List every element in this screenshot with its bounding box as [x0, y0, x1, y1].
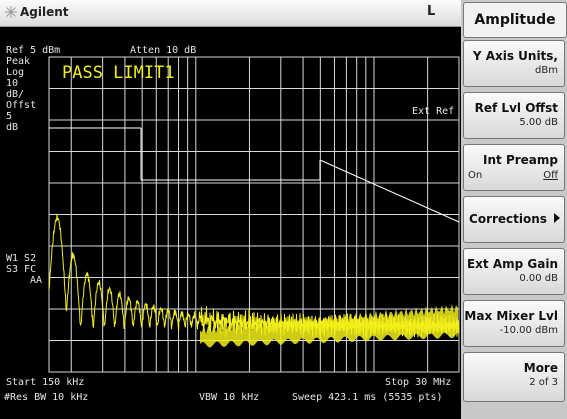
- trace-mode-label-3: AA: [30, 275, 43, 286]
- int-preamp-off: Off: [543, 170, 558, 181]
- ext-amp-gain-button[interactable]: Ext Amp Gain 0.00 dB: [463, 248, 565, 295]
- scale-value: 10: [6, 78, 19, 89]
- noise-floor-band: [200, 304, 458, 348]
- y-axis-units-label: Y Axis Units,: [472, 49, 558, 63]
- menu-title: Amplitude: [463, 2, 567, 38]
- stop-frequency: Stop 30 MHz: [385, 377, 452, 388]
- limit-line: [49, 127, 460, 223]
- trace-mode-label-1: W1 S2: [6, 253, 37, 264]
- mode-indicator: L: [427, 4, 436, 19]
- limit-line-segment: [319, 159, 460, 223]
- max-mixer-lvl-button[interactable]: Max Mixer Lvl -10.00 dBm: [463, 300, 565, 347]
- corrections-button[interactable]: Corrections: [463, 196, 565, 243]
- offset-value: 5: [6, 111, 13, 122]
- ref-lvl-offst-value: 5.00 dB: [519, 117, 558, 128]
- spectrum-display: [48, 56, 460, 373]
- title-bar: Agilent L: [0, 0, 461, 27]
- more-button[interactable]: More 2 of 3: [463, 352, 565, 402]
- res-bw-label: #Res BW 10 kHz: [4, 392, 89, 403]
- analyzer-screen: Agilent L Ref 5 dBm Atten 10 dB Peak Log…: [0, 0, 461, 419]
- ext-ref-indicator: Ext Ref: [412, 106, 455, 117]
- offset-label: Offst: [6, 100, 37, 111]
- trace-mode-label-2: S3 FC: [6, 264, 37, 275]
- more-label: More: [523, 361, 558, 375]
- ref-lvl-offst-button[interactable]: Ref Lvl Offst 5.00 dB: [463, 92, 565, 139]
- ext-amp-gain-value: 0.00 dB: [519, 273, 558, 284]
- pass-limit-indicator: PASS LIMIT1: [62, 63, 175, 83]
- max-mixer-lvl-label: Max Mixer Lvl: [464, 309, 558, 323]
- corrections-label: Corrections: [469, 212, 547, 226]
- scale-unit: dB/: [6, 89, 25, 100]
- attenuation-label: Atten 10 dB: [130, 45, 197, 56]
- vbw-label: VBW 10 kHz: [199, 392, 260, 403]
- ext-amp-gain-label: Ext Amp Gain: [466, 257, 558, 271]
- ref-lvl-offst-label: Ref Lvl Offst: [474, 101, 558, 115]
- max-mixer-lvl-value: -10.00 dBm: [499, 325, 558, 336]
- agilent-spark-icon: [5, 6, 17, 18]
- ref-level-label: Ref 5 dBm: [6, 45, 61, 56]
- detector-label: Peak: [6, 56, 31, 67]
- int-preamp-toggle[interactable]: Int Preamp On Off: [463, 144, 565, 191]
- horizontal-gridlines: [49, 88, 459, 341]
- start-frequency: Start 150 kHz: [6, 377, 85, 388]
- more-page-indicator: 2 of 3: [529, 377, 558, 388]
- softkey-panel: Amplitude Y Axis Units, dBm Ref Lvl Offs…: [461, 0, 567, 419]
- offset-unit: dB: [6, 122, 19, 133]
- int-preamp-label: Int Preamp: [483, 153, 558, 167]
- int-preamp-on: On: [468, 170, 483, 181]
- y-axis-units-value: dBm: [535, 65, 558, 76]
- brand-name: Agilent: [20, 5, 69, 19]
- sweep-label: Sweep 423.1 ms (5535 pts): [292, 392, 443, 403]
- arrow-right-icon: [554, 213, 560, 223]
- y-axis-units-button[interactable]: Y Axis Units, dBm: [463, 40, 565, 87]
- scale-type-label: Log: [6, 67, 25, 78]
